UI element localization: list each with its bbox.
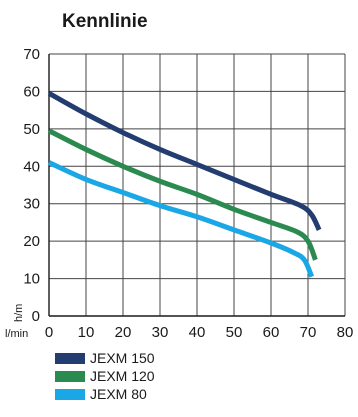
- legend-swatch: [55, 353, 85, 364]
- y-tick-label: 70: [23, 46, 40, 63]
- series-line-jexm-80: [47, 160, 315, 278]
- x-tick-label: 0: [45, 324, 53, 341]
- x-tick-label: 80: [337, 324, 354, 341]
- x-tick-label: 10: [78, 324, 95, 341]
- grid: [49, 53, 346, 316]
- series-lines: [47, 91, 322, 278]
- y-axis-unit-label: h/m: [13, 304, 25, 322]
- legend: JEXM 150 JEXM 120 JEXM 80: [55, 350, 155, 402]
- series-line-jexm-120: [47, 128, 318, 261]
- legend-label: JEXM 120: [90, 368, 155, 384]
- x-tick-label: 30: [152, 324, 169, 341]
- series-line-jexm-150: [47, 91, 322, 232]
- legend-label: JEXM 150: [90, 350, 155, 366]
- y-tick-label: 40: [23, 158, 40, 175]
- y-tick-label: 20: [23, 233, 40, 250]
- y-tick-label: 30: [23, 196, 40, 213]
- x-tick-label: 20: [115, 324, 132, 341]
- x-tick-label: 40: [189, 324, 206, 341]
- x-tick-label: 60: [263, 324, 280, 341]
- legend-swatch: [55, 371, 85, 382]
- y-tick-label: 0: [32, 308, 40, 325]
- tick-labels: 0 10 20 30 40 50 60 70 80 0 10 20 30 40 50 60 70: [23, 46, 353, 341]
- axes: [48, 54, 345, 317]
- chart-title: Kennlinie: [62, 11, 148, 32]
- x-tick-label: 50: [226, 324, 243, 341]
- legend-swatch: [55, 389, 85, 400]
- y-tick-label: 50: [23, 121, 40, 138]
- x-tick-label: 70: [300, 324, 317, 341]
- y-tick-label: 60: [23, 83, 40, 100]
- x-axis-unit-label: l/min: [5, 328, 28, 340]
- y-tick-label: 10: [23, 271, 40, 288]
- legend-label: JEXM 80: [90, 386, 147, 402]
